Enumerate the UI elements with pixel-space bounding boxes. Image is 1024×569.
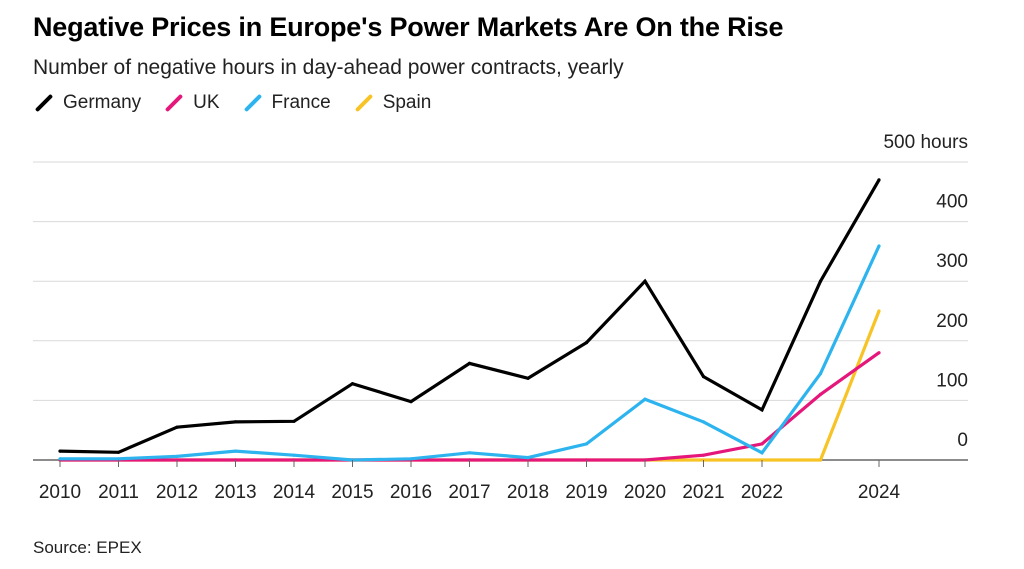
point-germany-2023: [818, 279, 823, 283]
y-tick-label-400: 400: [936, 192, 968, 213]
legend-label-france: France: [271, 92, 331, 113]
x-tick-label-2017: 2017: [448, 482, 490, 503]
x-tick-label-2015: 2015: [331, 482, 373, 503]
legend-item-spain: Spain: [353, 92, 432, 114]
x-tick-label-2014: 2014: [273, 482, 316, 503]
x-tick-label-2019: 2019: [565, 482, 607, 503]
y-tick-label-200: 200: [936, 311, 968, 332]
point-france-2020: [643, 397, 647, 401]
point-germany-2024: [877, 178, 881, 182]
point-uk-2021: [701, 453, 706, 457]
point-france-2012: [175, 454, 179, 458]
x-tick-label-2011: 2011: [98, 482, 139, 503]
y-tick-label-500: 500 hours: [883, 132, 968, 153]
x-tick-label-2012: 2012: [156, 482, 198, 503]
point-france-2018: [526, 456, 530, 460]
point-uk-2023: [818, 392, 823, 396]
point-germany-2021: [701, 375, 706, 379]
point-germany-2018: [526, 376, 530, 380]
source-note: Source: EPEX: [33, 538, 142, 557]
grid-layer: [33, 161, 968, 461]
y-tick-label-100: 100: [936, 370, 968, 391]
series-layer: [58, 178, 881, 462]
series-line-spain: [60, 310, 881, 462]
x-tick-label-2024: 2024: [858, 482, 901, 503]
point-france-2019: [584, 442, 589, 446]
point-france-2010: [58, 457, 62, 461]
point-uk-2022: [760, 442, 764, 446]
point-germany-2020: [643, 279, 647, 283]
legend: Germany UK France Spain: [33, 92, 453, 114]
x-tick-label-2018: 2018: [507, 482, 549, 503]
x-tick-label-2022: 2022: [741, 482, 783, 503]
point-france-2021: [701, 420, 706, 424]
legend-item-france: France: [242, 92, 331, 114]
x-tick-label-2020: 2020: [624, 482, 666, 503]
point-germany-2017: [467, 361, 472, 365]
legend-label-uk: UK: [193, 92, 220, 113]
point-france-2017: [467, 451, 472, 455]
x-tick-label-2010: 2010: [39, 482, 81, 503]
point-france-2023: [818, 372, 823, 376]
point-germany-2011: [116, 450, 121, 454]
point-france-2013: [233, 449, 238, 453]
y-tick-label-0: 0: [957, 430, 968, 451]
legend-item-uk: UK: [163, 92, 220, 114]
legend-item-germany: Germany: [33, 92, 141, 114]
point-germany-2019: [584, 341, 589, 345]
x-tick-label-2021: 2021: [682, 482, 724, 503]
point-uk-2024: [877, 351, 881, 355]
x-axis-ticks: 2010 2011 2012 2013 2014 2015 2016 2017 2018 2019…: [39, 460, 901, 503]
point-france-2016: [409, 457, 413, 461]
point-germany-2014: [292, 419, 296, 423]
x-tick-label-2016: 2016: [390, 482, 432, 503]
point-germany-2016: [409, 400, 413, 404]
point-france-2024: [877, 244, 881, 248]
point-spain-2024: [877, 309, 881, 313]
y-tick-label-300: 300: [936, 251, 968, 272]
point-germany-2010: [58, 449, 62, 453]
point-france-2011: [116, 457, 121, 461]
series-line-germany: [59, 179, 881, 454]
y-axis-ticks: 0 100 200 300 400 500 hours: [883, 132, 968, 451]
point-germany-2022: [760, 408, 764, 412]
point-france-2022: [760, 451, 764, 455]
point-germany-2015: [350, 382, 355, 386]
legend-label-spain: Spain: [382, 92, 432, 113]
point-france-2014: [292, 453, 296, 457]
x-tick-label-2013: 2013: [214, 482, 256, 503]
point-germany-2012: [175, 425, 179, 429]
chart-title: Negative Prices in Europe's Power Market…: [33, 12, 784, 42]
point-germany-2013: [233, 420, 238, 424]
point-spain-2023: [818, 458, 823, 462]
legend-label-germany: Germany: [63, 92, 142, 113]
chart-subtitle: Number of negative hours in day-ahead po…: [33, 56, 624, 79]
